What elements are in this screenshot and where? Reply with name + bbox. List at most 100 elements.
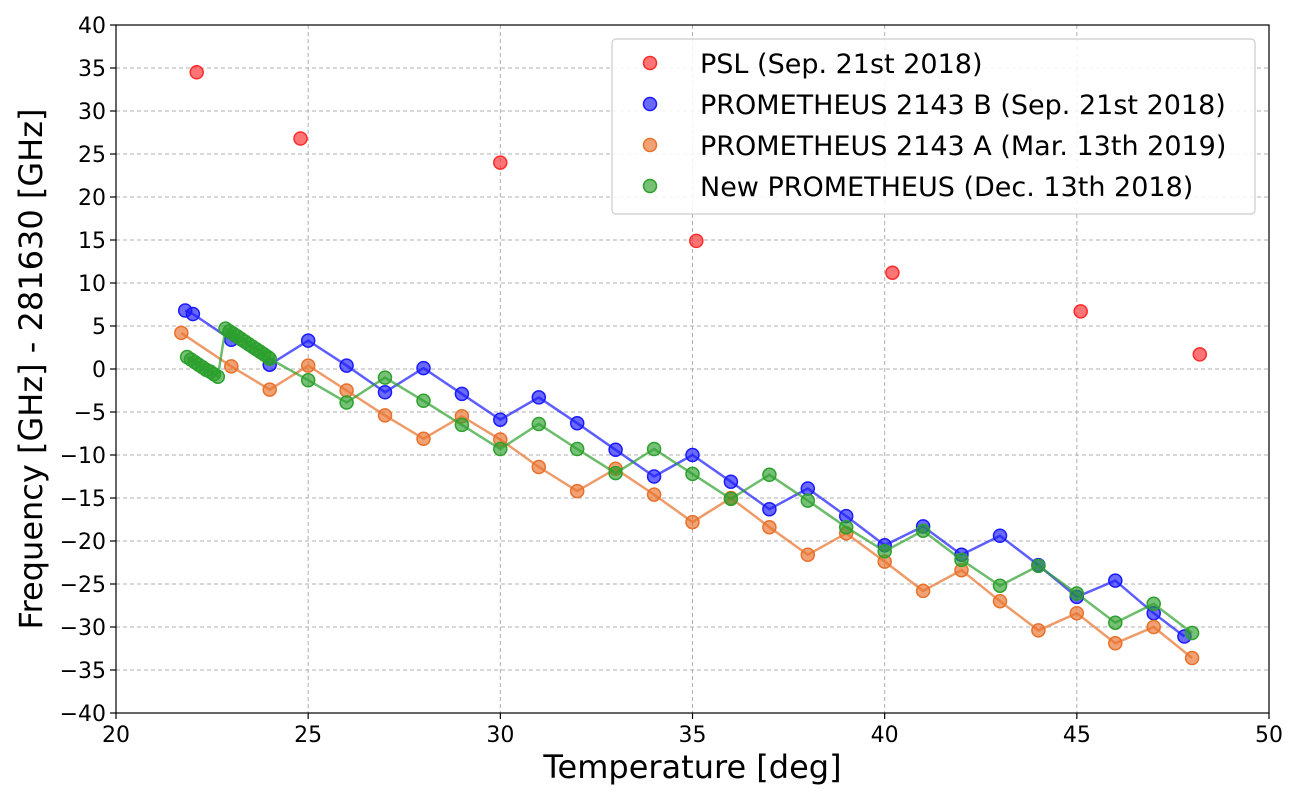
data-point [531, 416, 547, 432]
data-point [1184, 650, 1200, 666]
data-point [174, 325, 189, 341]
x-tick-label: 20 [102, 723, 130, 748]
legend-label: New PROMETHEUS (Dec. 13th 2018) [700, 172, 1193, 203]
series-1 [177, 303, 1192, 644]
x-tick-label: 45 [1063, 723, 1091, 748]
y-tick-label: −40 [60, 702, 106, 727]
legend-marker [642, 55, 658, 71]
data-point [762, 467, 777, 483]
y-tick-label: 15 [78, 229, 106, 254]
legend: PSL (Sep. 21st 2018) PROMETHEUS 2143 B (S… [611, 38, 1256, 215]
data-point [416, 393, 431, 409]
y-tick-label: −5 [74, 401, 106, 426]
data-point [531, 390, 547, 405]
legend-label: PROMETHEUS 2143 A (Mar. 13th 2019) [700, 131, 1226, 162]
data-point [189, 65, 204, 80]
data-point [685, 466, 700, 482]
data-point [210, 369, 226, 384]
data-point [723, 474, 739, 489]
data-point [1108, 573, 1123, 588]
data-point [838, 519, 854, 535]
y-tick-label: −10 [60, 444, 106, 469]
data-point [1192, 347, 1208, 362]
data-point [800, 493, 816, 508]
data-point [992, 578, 1008, 593]
axis-ticks: 20 25 30 35 40 45 50 −40 −35 −30 −25 −20 −15 −10 −5 0 5 1… [60, 14, 1283, 748]
y-tick-label: 0 [92, 358, 106, 383]
data-point [1069, 605, 1085, 621]
data-point [685, 514, 700, 530]
data-point [1108, 636, 1123, 651]
y-tick-label: 20 [78, 186, 106, 211]
x-tick-label: 35 [679, 723, 707, 748]
data-point [454, 417, 470, 433]
data-point [954, 552, 969, 568]
y-tick-label: −35 [60, 659, 106, 684]
series-line [180, 331, 1193, 659]
data-point [262, 351, 277, 366]
y-tick-label: 30 [78, 100, 106, 125]
data-point [569, 441, 585, 457]
data-point [416, 360, 431, 376]
data-point [493, 412, 508, 427]
data-point [300, 333, 316, 348]
series-layer [174, 65, 1208, 666]
data-point [454, 386, 470, 402]
legend-marker [642, 137, 658, 153]
data-point [646, 469, 662, 484]
data-point [300, 372, 316, 388]
data-point [762, 519, 777, 535]
data-point [608, 465, 623, 481]
data-point [800, 547, 816, 563]
data-point [1069, 586, 1085, 601]
series-line [184, 309, 1186, 638]
data-point [1146, 619, 1161, 635]
data-point [646, 487, 662, 502]
x-tick-label: 50 [1255, 723, 1283, 748]
data-point [377, 384, 393, 400]
y-tick-label: 5 [92, 315, 106, 340]
data-point [608, 442, 623, 458]
data-point [339, 395, 354, 410]
series-3 [179, 321, 1200, 641]
data-point [493, 441, 508, 457]
data-point [992, 528, 1008, 544]
data-point [1146, 596, 1161, 612]
legend-marker [642, 96, 658, 112]
data-point [915, 523, 931, 538]
data-point [339, 383, 354, 398]
series-0 [189, 65, 1208, 362]
data-point [293, 131, 308, 146]
data-point [723, 491, 739, 507]
legend-label: PROMETHEUS 2143 B (Sep. 21st 2018) [700, 90, 1226, 121]
data-point [377, 408, 393, 423]
legend-box [611, 38, 1256, 215]
data-point [1108, 615, 1123, 630]
y-tick-label: 35 [78, 57, 106, 82]
data-point [531, 459, 547, 475]
data-point [300, 358, 316, 373]
y-tick-label: −15 [60, 487, 106, 512]
y-tick-label: −30 [60, 616, 106, 641]
x-tick-label: 40 [871, 723, 899, 748]
data-point [262, 382, 277, 397]
x-tick-label: 25 [294, 723, 322, 748]
data-point [1184, 625, 1200, 641]
data-point [493, 155, 508, 170]
y-axis-title: Frequency [GHz] - 281630 [GHz] [12, 109, 50, 630]
data-point [224, 359, 239, 374]
data-point [762, 501, 777, 517]
series-line [186, 326, 1193, 634]
data-point [1031, 558, 1046, 574]
data-point [377, 370, 393, 385]
y-tick-label: 25 [78, 143, 106, 168]
series-2 [174, 325, 1200, 666]
data-point [185, 306, 201, 322]
data-point [416, 431, 431, 446]
data-point [569, 483, 585, 499]
y-tick-label: 40 [78, 14, 106, 39]
x-axis-title: Temperature [deg] [542, 748, 841, 786]
data-point [1073, 304, 1088, 319]
y-tick-label: −25 [60, 573, 106, 598]
